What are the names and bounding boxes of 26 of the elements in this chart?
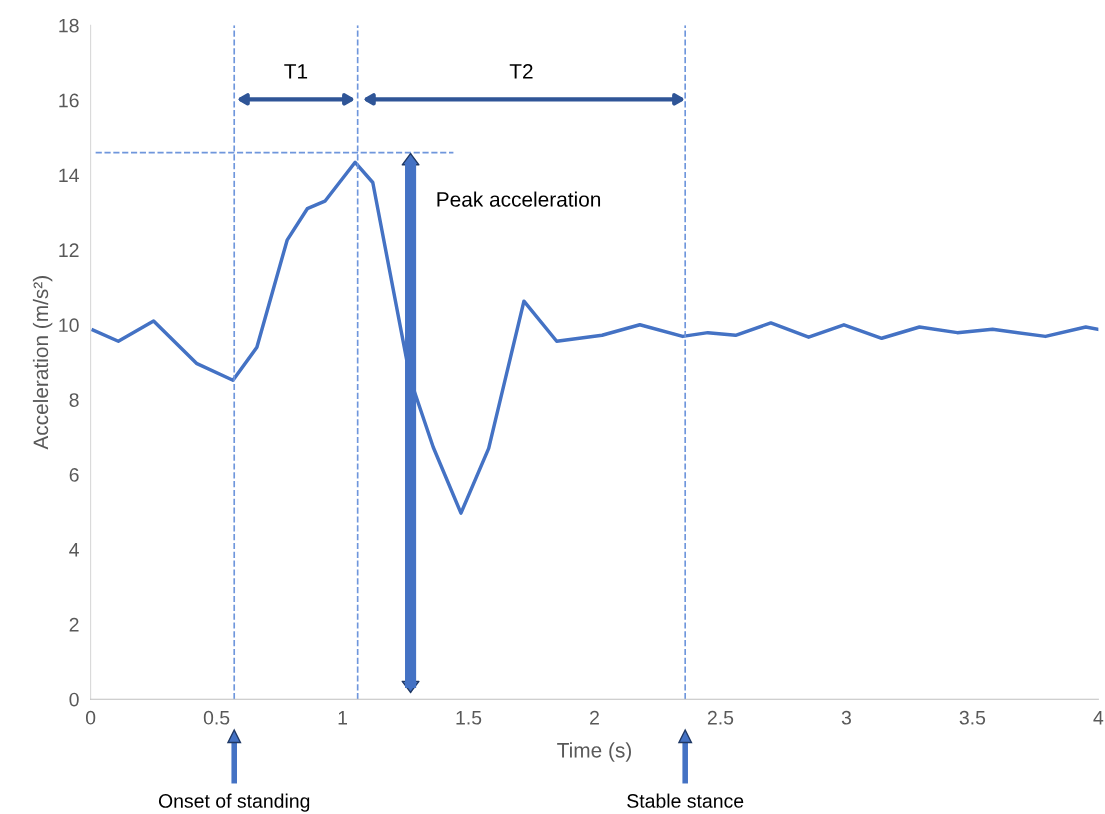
- y-tick-label: 14: [59, 168, 79, 183]
- y-tick-label: 18: [59, 18, 79, 33]
- annotation: Onset of standing: [158, 793, 310, 812]
- y-tick-label: 8: [69, 393, 79, 407]
- annotation: T1: [284, 64, 308, 79]
- annotation: Stable stance: [627, 793, 744, 808]
- x-tick-label: 1.5: [456, 711, 482, 725]
- annotation: Peak acceleration: [437, 191, 601, 207]
- x-axis-title: Time (s): [557, 742, 631, 762]
- x-tick-label: 4: [1093, 711, 1104, 725]
- y-axis-title: Acceleration (m/s²): [32, 276, 53, 450]
- y-tick-label: 2: [69, 617, 79, 632]
- y-tick-label: 10: [59, 318, 79, 333]
- x-tick-label: 2: [590, 710, 599, 725]
- y-tick-label: 6: [69, 468, 79, 482]
- y-tick-label: 12: [59, 243, 79, 257]
- x-tick-label: 0.5: [203, 710, 230, 725]
- annotation: T2: [509, 64, 533, 79]
- y-tick-label: 4: [69, 543, 79, 557]
- y-tick-label: 16: [59, 93, 79, 108]
- x-tick-label: 2.5: [707, 710, 734, 725]
- x-tick-label: 3.5: [959, 710, 986, 725]
- y-tick-label: 0: [69, 692, 79, 707]
- x-tick-label: 0: [85, 710, 96, 725]
- x-tick-label: 1: [338, 711, 348, 725]
- x-tick-label: 3: [841, 710, 851, 725]
